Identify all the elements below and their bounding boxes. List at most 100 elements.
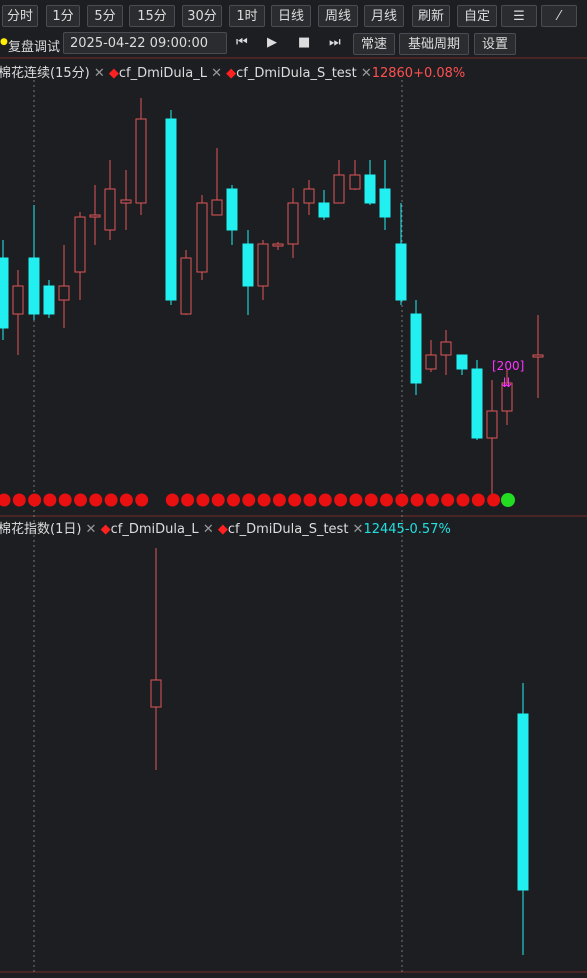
signal-circle (303, 493, 317, 507)
signal-circle (181, 493, 195, 507)
signal-circle (441, 493, 455, 507)
candle-body (410, 313, 422, 384)
indicator-name: cf_DmiDula_S_test (236, 66, 357, 81)
toolbar-button[interactable]: 自定 (457, 5, 497, 27)
panel-header: 棉花连续(15分) ✕ ◆cf_DmiDula_L ✕ ◆cf_DmiDula_… (0, 62, 465, 81)
signal-circle (242, 493, 256, 507)
signal-circle (501, 493, 515, 507)
indicator-dot: ◆ (108, 66, 119, 81)
candle-body (58, 285, 70, 301)
candle-body (104, 188, 116, 231)
candle-body (333, 174, 345, 204)
candle-body (257, 243, 269, 287)
signal-circle (119, 493, 133, 507)
signal-circle (211, 493, 225, 507)
toolbar-button[interactable]: 刷新 (412, 5, 450, 27)
playback-button[interactable]: ⏮ (236, 35, 248, 50)
signal-circle (257, 493, 271, 507)
candle-body (349, 174, 361, 190)
toolbar-button[interactable]: 日线 (271, 5, 311, 27)
signal-circle (89, 493, 103, 507)
candle-body (456, 354, 468, 370)
signal-circle (165, 493, 179, 507)
price: 12860 (371, 66, 414, 81)
toolbar-button[interactable]: 5分 (87, 5, 123, 27)
icon-button[interactable]: ☰ (501, 5, 537, 27)
candle-body (0, 257, 9, 329)
signal-circle (288, 493, 302, 507)
replay-label: 复盘调试 (8, 40, 61, 55)
indicator-name: cf_DmiDula_L (118, 66, 207, 81)
indicator-dot: ◆ (100, 522, 111, 537)
close-x: ✕ (198, 522, 218, 537)
candle-body (196, 202, 208, 273)
signal-circle (227, 493, 240, 507)
indicator-dot: ◆ (226, 66, 237, 81)
signal-circle (425, 493, 439, 507)
candle-body (242, 243, 254, 287)
playback-button[interactable]: ▶ (267, 35, 277, 50)
toolbar-button[interactable]: 周线 (318, 5, 358, 27)
indicator-name: cf_DmiDula_S_test (227, 522, 349, 537)
toolbar-button[interactable]: 1分 (46, 5, 80, 27)
toolbar-button[interactable]: 分时 (2, 5, 38, 27)
signal-circle (135, 493, 149, 507)
candle-body (425, 354, 437, 370)
candle-body (303, 188, 315, 204)
candle-body (120, 199, 132, 204)
candle-body (379, 188, 391, 218)
candle-body (364, 174, 376, 204)
signal-circle (272, 493, 286, 507)
candle-body (287, 202, 299, 245)
icon-button[interactable]: ⁄ (541, 5, 577, 27)
candle-body (150, 679, 162, 708)
datetime-select[interactable]: 2025-04-22 09:00:00 (63, 32, 227, 54)
change: -0.57% (404, 522, 451, 537)
toolbar-button[interactable]: 30分 (182, 5, 222, 27)
signal-circle (196, 493, 210, 507)
candle-body (272, 243, 284, 247)
candle-body (440, 341, 452, 356)
toolbar-button[interactable]: 15分 (129, 5, 175, 27)
candle-body (226, 188, 238, 231)
replay-button[interactable]: 常速 (353, 33, 395, 55)
price: 12445 (363, 522, 405, 537)
candle-body (135, 118, 147, 204)
replay-button[interactable]: 设置 (474, 33, 516, 55)
close-x: ✕ (348, 522, 364, 537)
candle-body (89, 214, 101, 218)
signal-circle (28, 493, 42, 507)
close-x: ✕ (89, 66, 109, 81)
candle-body (517, 713, 529, 891)
toolbar-button[interactable]: 1时 (229, 5, 265, 27)
signal-circle (74, 493, 87, 507)
candle-body (471, 368, 483, 439)
signal-circle (487, 493, 501, 507)
change: +0.08% (413, 66, 466, 81)
signal-circle (43, 493, 57, 507)
candle-body (12, 285, 24, 315)
signal-circle (104, 493, 118, 507)
candle-body (74, 216, 86, 273)
signal-circle (456, 493, 470, 507)
signal-arrow: ⇊ (501, 376, 512, 391)
indicator-name: cf_DmiDula_L (110, 522, 199, 537)
signal-circle (410, 493, 424, 507)
signal-circle (318, 493, 332, 507)
panel-title: 棉花指数(1日) (0, 522, 82, 537)
playback-button[interactable]: ⏭ (329, 35, 341, 50)
replay-button[interactable]: 基础周期 (399, 33, 469, 55)
panel-header: 棉花指数(1日) ✕ ◆cf_DmiDula_L ✕ ◆cf_DmiDula_S… (0, 518, 451, 537)
candle-body (486, 410, 498, 439)
indicator-dot: ◆ (217, 522, 228, 537)
candle-body (532, 354, 544, 358)
candle-body (318, 202, 330, 218)
status-dot: ● (0, 37, 8, 47)
toolbar-button[interactable]: 月线 (364, 5, 404, 27)
signal-circle (380, 493, 393, 507)
candle-body (395, 243, 407, 301)
playback-button[interactable]: ■ (298, 35, 311, 50)
close-x: ✕ (81, 522, 101, 537)
